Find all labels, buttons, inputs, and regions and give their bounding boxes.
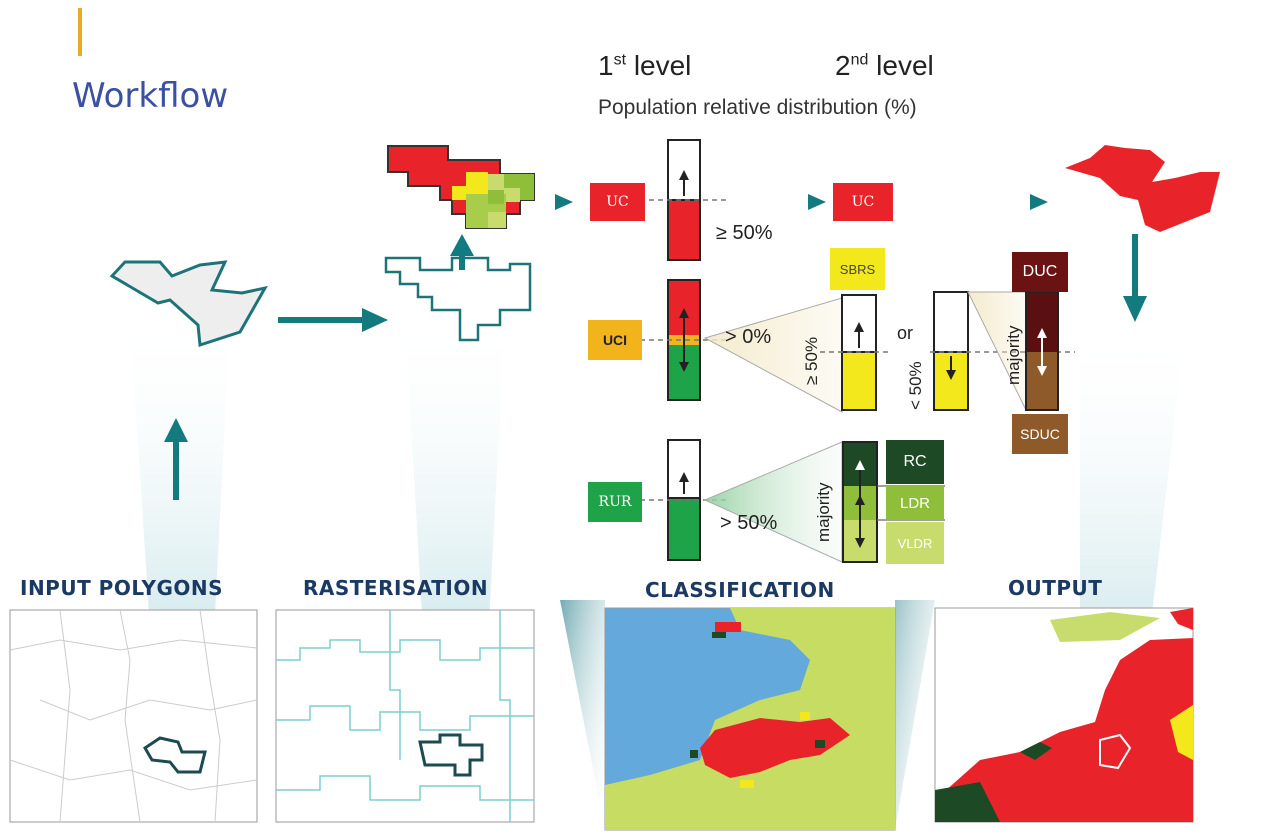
ge50-label: ≥ 50% bbox=[802, 336, 821, 385]
lt50-label: < 50% bbox=[906, 361, 925, 410]
lt50-bar bbox=[930, 291, 1075, 411]
classification-beam-left bbox=[560, 600, 605, 830]
first-level-suffix: st bbox=[613, 51, 627, 69]
rasterisation-heading: RASTERISATION bbox=[303, 576, 489, 600]
uc-level-bar bbox=[640, 139, 730, 261]
input-polygons-map bbox=[9, 609, 258, 823]
sbrs-bar bbox=[820, 294, 890, 411]
rur-threshold: > 50% bbox=[720, 512, 778, 534]
rur-class-box: RUR bbox=[588, 482, 642, 522]
classification-heading: CLASSIFICATION bbox=[645, 578, 835, 602]
flow-arrows bbox=[164, 194, 1147, 500]
ldr-class-box: LDR bbox=[886, 486, 944, 520]
vldr-class-box: VLDR bbox=[886, 522, 944, 564]
sduc-class-box: SDUC bbox=[1012, 414, 1068, 454]
page-title: Workflow bbox=[72, 76, 229, 116]
duc-class-box: DUC bbox=[1012, 252, 1068, 292]
sbrs-class-box: SBRS bbox=[830, 248, 885, 290]
majority-label-rural: majority bbox=[814, 482, 833, 542]
raster-outline bbox=[384, 256, 532, 342]
uc-class-box: UC bbox=[590, 183, 645, 221]
distribution-subtitle: Population relative distribution (%) bbox=[598, 96, 917, 119]
input-polygons-heading: INPUT POLYGONS bbox=[20, 576, 224, 600]
uc-output-box: UC bbox=[833, 183, 893, 221]
first-level-label: 1st level bbox=[598, 50, 691, 82]
classification-map bbox=[604, 607, 896, 831]
raster-classified-shape bbox=[387, 145, 535, 229]
input-polygon bbox=[109, 260, 268, 348]
or-label: or bbox=[897, 323, 914, 343]
second-level-label: 2nd level bbox=[835, 50, 934, 82]
second-level-number: 2 bbox=[835, 50, 851, 81]
first-level-number: 1 bbox=[598, 50, 614, 81]
rur-majority-bar bbox=[842, 441, 945, 563]
majority-label-urban: majority bbox=[1004, 325, 1023, 385]
rc-class-box: RC bbox=[886, 440, 944, 484]
classification-beam-right bbox=[895, 600, 935, 830]
output-polygon bbox=[1065, 145, 1220, 232]
duc-sduc-bar bbox=[1025, 291, 1059, 411]
output-map bbox=[934, 607, 1194, 823]
uci-class-box: UCI bbox=[588, 320, 642, 360]
second-level-word: level bbox=[876, 50, 934, 81]
rasterisation-map bbox=[275, 609, 535, 823]
title-accent-bar bbox=[78, 8, 82, 56]
uc-threshold: ≥ 50% bbox=[716, 222, 773, 244]
output-heading: OUTPUT bbox=[1008, 576, 1103, 600]
second-level-suffix: nd bbox=[850, 51, 869, 69]
first-level-word: level bbox=[633, 50, 692, 81]
uci-threshold: > 0% bbox=[725, 326, 772, 348]
